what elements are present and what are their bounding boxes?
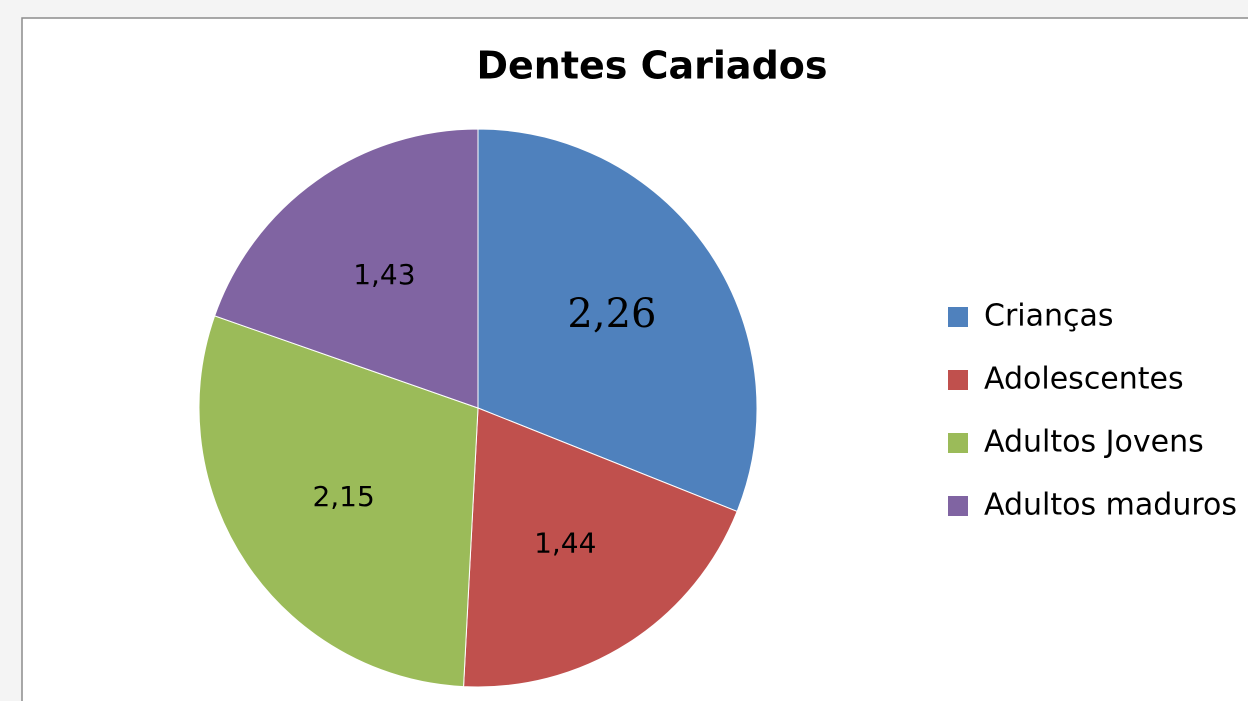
legend-label: Adultos Jovens bbox=[984, 425, 1204, 460]
chart-title: Dentes Cariados bbox=[476, 44, 827, 88]
data-label: 2,26 bbox=[567, 291, 656, 337]
legend-label: Adultos maduros bbox=[984, 488, 1237, 523]
legend-swatch bbox=[948, 307, 968, 327]
pie-slice bbox=[477, 128, 758, 513]
legend-label: Adolescentes bbox=[984, 362, 1184, 397]
pie-slice bbox=[214, 128, 479, 409]
legend-swatch bbox=[948, 496, 968, 516]
legend-swatch bbox=[948, 370, 968, 390]
pie-slice bbox=[463, 407, 738, 688]
data-label: 1,43 bbox=[353, 258, 415, 291]
pie-slice bbox=[198, 315, 479, 688]
legend-label: Crianças bbox=[984, 299, 1114, 334]
legend-swatch bbox=[948, 433, 968, 453]
data-label: 2,15 bbox=[312, 480, 374, 513]
data-label: 1,44 bbox=[534, 526, 596, 559]
